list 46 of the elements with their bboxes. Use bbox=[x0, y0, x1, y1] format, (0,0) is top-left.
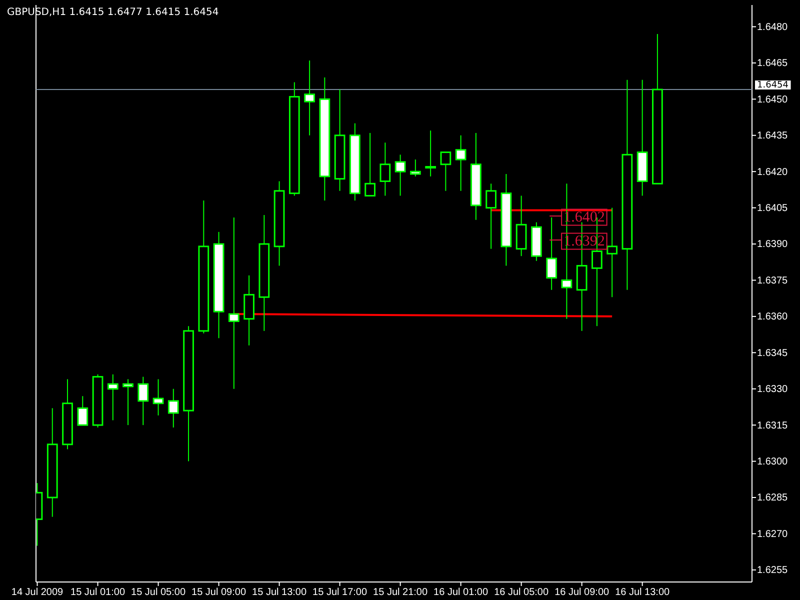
x-tick-label: 15 Jul 21:00 bbox=[373, 587, 428, 598]
candlestick bbox=[77, 396, 88, 426]
x-tick-label: 15 Jul 09:00 bbox=[192, 587, 246, 598]
candlestick bbox=[440, 152, 452, 192]
y-tick-label: 1.6255 bbox=[757, 565, 788, 576]
y-tick-label: 1.6345 bbox=[757, 348, 788, 359]
y-tick-label: 1.6375 bbox=[757, 275, 788, 286]
y-tick-label: 1.6270 bbox=[757, 528, 788, 540]
x-tick-label: 16 Jul 01:00 bbox=[434, 587, 488, 598]
y-tick-label: 1.6435 bbox=[757, 130, 788, 142]
x-tick-label: 15 Jul 01:00 bbox=[70, 587, 126, 598]
candlestick bbox=[168, 388, 179, 428]
candlestick bbox=[304, 60, 315, 136]
candlestick bbox=[380, 142, 391, 196]
x-tick-label: 16 Jul 05:00 bbox=[494, 587, 549, 598]
y-tick-label: 1.6420 bbox=[757, 166, 788, 178]
ref-line-label: 1.6454 bbox=[757, 80, 789, 90]
y-tick-label: 1.6330 bbox=[757, 384, 788, 396]
x-tick-label: 14 Jul 2009 bbox=[11, 587, 64, 598]
candlestick bbox=[410, 159, 421, 177]
x-tick-label: 15 Jul 13:00 bbox=[252, 587, 307, 598]
y-tick-label: 1.6315 bbox=[757, 420, 788, 432]
y-tick-label: 1.6480 bbox=[757, 22, 788, 33]
y-tick-label: 1.6390 bbox=[757, 239, 788, 250]
candlestick bbox=[546, 216, 558, 290]
candlestick bbox=[122, 378, 134, 426]
x-tick-label: 15 Jul 17:00 bbox=[312, 587, 368, 598]
y-tick-label: 1.6360 bbox=[757, 312, 788, 323]
candlestick bbox=[486, 183, 497, 250]
candlestick bbox=[394, 154, 406, 196]
candlestick bbox=[107, 374, 118, 421]
candlestick bbox=[425, 130, 436, 177]
y-tick-label: 1.6465 bbox=[757, 58, 788, 70]
y-tick-label: 1.6285 bbox=[757, 492, 788, 504]
x-tick-label: 16 Jul 09:00 bbox=[554, 587, 610, 598]
y-tick-label: 1.6300 bbox=[757, 456, 788, 468]
x-tick-label: 15 Jul 05:00 bbox=[131, 587, 186, 598]
candlestick bbox=[228, 216, 240, 390]
y-tick-label: 1.6450 bbox=[757, 94, 788, 106]
x-tick-label: 16 Jul 13:00 bbox=[615, 587, 670, 598]
y-tick-label: 1.6405 bbox=[757, 202, 788, 214]
candlestick bbox=[138, 376, 149, 426]
candlestick bbox=[152, 378, 164, 416]
candlestick bbox=[364, 132, 376, 196]
candlestick bbox=[606, 207, 618, 298]
candlestick bbox=[455, 134, 466, 192]
